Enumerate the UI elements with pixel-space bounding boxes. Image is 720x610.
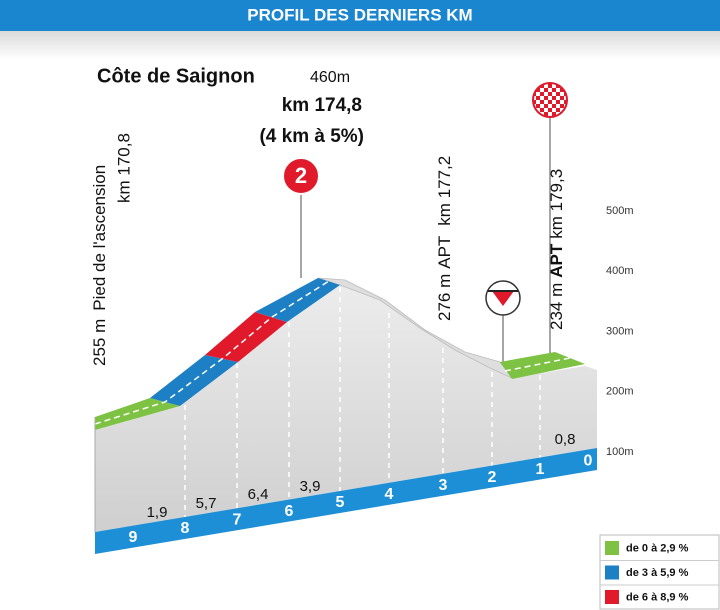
sprint-triangle: [492, 291, 514, 306]
km-marker: 1: [536, 461, 545, 478]
road-centerline: [94, 280, 330, 425]
gradient-label: 6,4: [248, 486, 269, 503]
legend: de 0 à 2,9 % de 3 à 5,9 % de 6 à 8,9 %: [599, 534, 720, 610]
climb-name: Côte de Saignon: [97, 65, 255, 87]
marker-altitude: 255 m: [90, 319, 109, 366]
profile-face: [95, 285, 597, 532]
legend-box: [599, 534, 720, 610]
climb-details: (4 km à 5%): [259, 126, 364, 147]
altitude-label: 500m: [606, 205, 634, 217]
km-marker: 2: [488, 469, 497, 486]
km-marker: 8: [181, 520, 190, 537]
climb-km: km 174,8: [282, 95, 362, 116]
km-strip: [95, 448, 597, 554]
altitude-label: 300m: [606, 325, 634, 337]
marker-label: 276 m APT km 177,2: [435, 156, 454, 321]
finish-icon: [532, 82, 568, 118]
km-marker: 9: [129, 529, 138, 546]
km-marker: 5: [336, 494, 345, 511]
road-green: [95, 398, 180, 430]
road-blue: [255, 278, 340, 322]
km-marker: 3: [439, 477, 448, 494]
km-markers: 9 8 7 6 5 4 3 2 1 0: [129, 453, 593, 546]
legend-label: de 6 à 8,9 %: [626, 591, 689, 603]
legend-label: de 0 à 2,9 %: [626, 542, 689, 554]
gradient-labels: 1,9 5,7 6,4 3,9 0,8: [147, 431, 576, 521]
marker-place: APT: [547, 243, 566, 278]
marker-label: 255 m Pied de l'ascension: [90, 165, 109, 366]
gradient-label: 1,9: [147, 504, 168, 521]
gradient-label: 3,9: [300, 478, 321, 495]
legend-swatch: [605, 541, 619, 555]
header-shade: [0, 30, 720, 60]
altitude-label: 400m: [606, 265, 634, 277]
legend-swatch: [605, 590, 619, 604]
marker-altitude: 234 m: [547, 283, 566, 330]
altitude-label: 200m: [606, 386, 634, 398]
header-bar: [0, 0, 720, 31]
km-gridlines: [184, 287, 541, 517]
road-red: [205, 312, 287, 362]
km-marker: 4: [385, 486, 394, 503]
marker-label: 234 m APT km 179,3: [547, 169, 566, 330]
road-blue: [150, 355, 238, 406]
marker-place: Pied de l'ascension: [90, 165, 109, 311]
marker-km: km 179,3: [547, 169, 566, 239]
marker-km: km 177,2: [435, 156, 454, 226]
climb-category: 2: [295, 163, 307, 188]
gradient-label: 0,8: [555, 431, 576, 448]
gradient-label: 5,7: [196, 495, 217, 512]
marker-place: APT: [435, 236, 454, 269]
climb-altitude: 460m: [310, 69, 350, 86]
km-marker: 6: [285, 503, 294, 520]
header-title: PROFIL DES DERNIERS KM: [247, 5, 472, 24]
altitude-label: 100m: [606, 446, 634, 458]
km-marker: 7: [233, 511, 242, 528]
climb-category-badge: [282, 157, 320, 195]
km-marker: 0: [584, 453, 593, 470]
legend-swatch: [605, 565, 619, 580]
marker-altitude: 276 m: [435, 274, 454, 321]
marker-km: km 170,8: [114, 133, 133, 203]
legend-label: de 3 à 5,9 %: [626, 567, 689, 579]
altitude-scale: 500m 400m 300m 200m 100m: [606, 205, 634, 458]
road-centerline: [504, 357, 571, 372]
